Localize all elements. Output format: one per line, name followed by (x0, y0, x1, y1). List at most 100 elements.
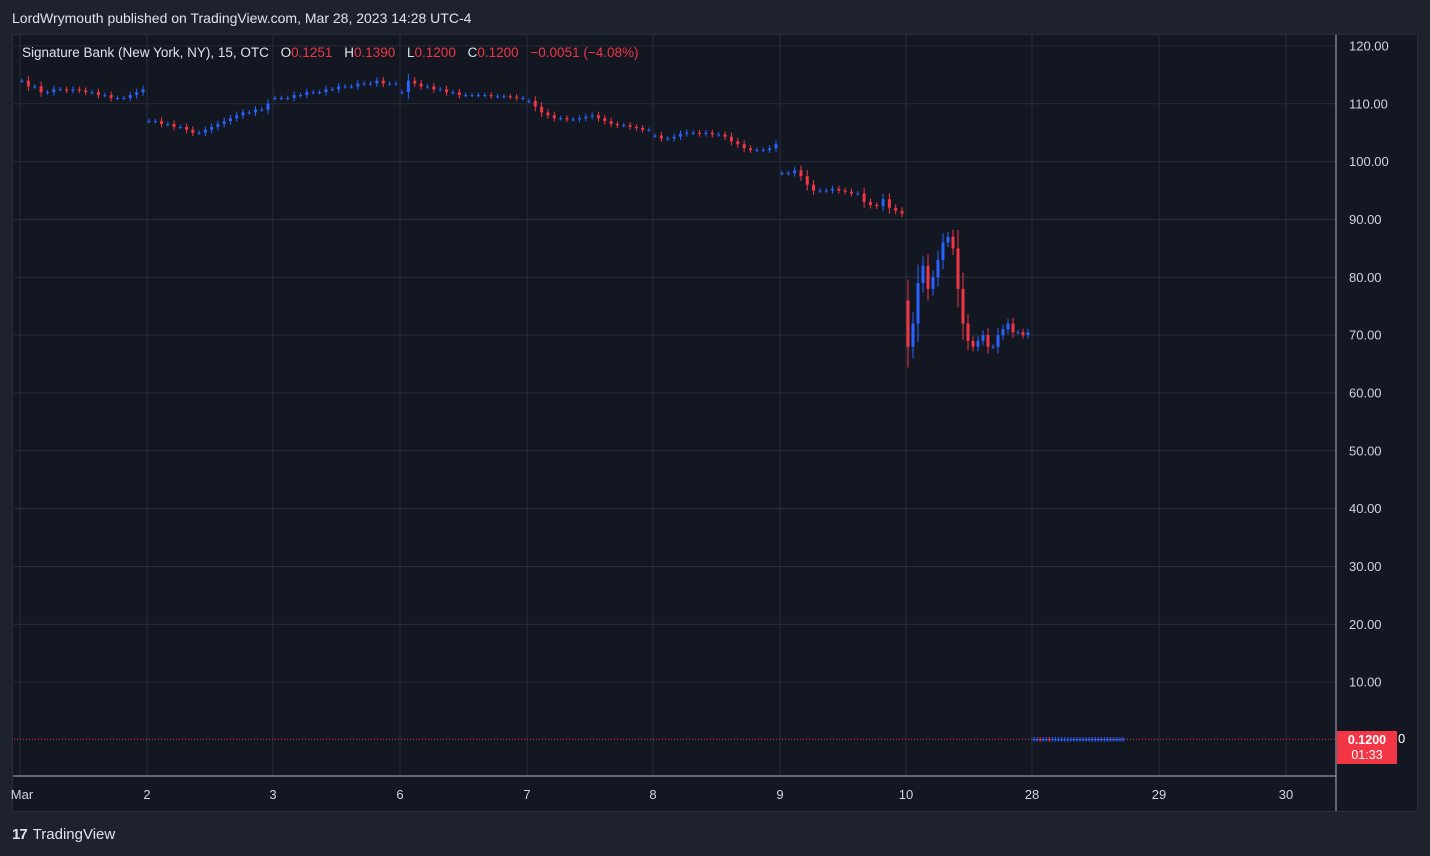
last-price-tag: 0.1200 01:33 (1337, 731, 1397, 764)
candle-body (565, 118, 569, 120)
candle-body (71, 89, 75, 91)
candle-body (279, 97, 283, 99)
candle-body (956, 248, 960, 289)
candle-body (856, 193, 860, 195)
candle-body (178, 126, 182, 128)
candle-body (622, 125, 626, 127)
candle-body (793, 170, 797, 174)
y-tick-label: 110.00 (1349, 96, 1388, 111)
candle-body (729, 136, 733, 142)
candle-body (457, 92, 461, 96)
high-label: H (344, 45, 354, 60)
candle-body (971, 340, 975, 347)
candle-body (109, 95, 113, 98)
price-tag-suffix: 0 (1398, 731, 1406, 746)
candle-body (941, 242, 945, 260)
candle-body (533, 100, 537, 107)
candle-body (116, 97, 120, 99)
candle-body (603, 118, 607, 122)
candle-body (615, 124, 619, 126)
candle-body (710, 132, 714, 135)
candle-body (647, 129, 651, 131)
candle-body (991, 346, 995, 348)
x-tick-label: 28 (1025, 787, 1039, 802)
candle-body (717, 134, 721, 136)
candle-body (160, 121, 164, 125)
candle-body (559, 118, 563, 120)
candle-body (1035, 739, 1039, 741)
candle-body (1066, 739, 1070, 741)
candle-body (1060, 739, 1064, 741)
candle-body (266, 103, 270, 110)
candle-body (628, 125, 632, 127)
x-tick-label: 3 (269, 787, 276, 802)
symbol-title[interactable]: Signature Bank (New York, NY), 15, OTC (22, 45, 269, 60)
candle-body (976, 340, 980, 347)
candle-body (1090, 739, 1094, 741)
candle-body (241, 112, 245, 116)
candle-body (438, 89, 442, 91)
candle-body (400, 92, 404, 94)
candle-body (273, 97, 277, 99)
y-tick-label: 60.00 (1349, 385, 1382, 400)
candle-body (253, 109, 257, 113)
brand-name: TradingView (32, 826, 116, 843)
x-tick-label: Mar (11, 787, 34, 802)
candle-body (1016, 332, 1020, 334)
candle-body (1103, 739, 1107, 741)
open-label: O (280, 45, 292, 60)
candle-body (698, 132, 702, 134)
y-tick-label: 50.00 (1349, 443, 1382, 458)
candle-body (799, 170, 803, 177)
footer-brand[interactable]: 17 TradingView (12, 826, 115, 843)
y-tick-label: 20.00 (1349, 617, 1382, 632)
candle-body (216, 124, 220, 127)
candle-body (749, 148, 753, 151)
candle-body (931, 277, 935, 289)
candle-body (20, 80, 24, 82)
y-tick-label: 90.00 (1349, 212, 1382, 227)
tradingview-logo-icon: 17 (12, 826, 28, 843)
y-tick-label: 70.00 (1349, 328, 1382, 343)
y-tick-label: 80.00 (1349, 270, 1382, 285)
candle-body (761, 150, 765, 152)
candle-body (521, 97, 525, 99)
candle-body (768, 148, 772, 151)
candle-body (906, 300, 910, 347)
candle-body (946, 236, 950, 243)
bar-countdown: 01:33 (1351, 748, 1383, 762)
candle-body (52, 89, 56, 93)
candle-body (141, 89, 145, 93)
candle-body (247, 112, 251, 114)
candle-body (65, 89, 69, 91)
candle-body (986, 335, 990, 347)
candle-body (1044, 739, 1048, 741)
candle-body (1081, 739, 1085, 741)
candle-body (578, 118, 582, 120)
y-tick-label: 10.00 (1349, 675, 1382, 690)
candle-body (818, 190, 822, 192)
x-tick-label: 9 (776, 787, 783, 802)
candle-body (413, 80, 417, 84)
candle-body (197, 132, 201, 134)
last-price-value: 0.1200 (1347, 733, 1387, 747)
candle-body (966, 323, 970, 341)
candle-body (476, 95, 480, 97)
x-tick-label: 30 (1279, 787, 1293, 802)
candle-body (1075, 739, 1079, 741)
candle-body (356, 83, 360, 87)
candle-body (58, 89, 62, 91)
candle-body (1109, 739, 1113, 741)
candle-body (812, 184, 816, 191)
candle-body (685, 132, 689, 134)
candle-body (1087, 739, 1091, 741)
low-label: L (407, 45, 415, 60)
close-value: 0.1200 (477, 45, 519, 60)
candle-body (362, 83, 366, 85)
candle-body (128, 95, 132, 98)
candle-body (546, 112, 550, 116)
candle-body (337, 86, 341, 90)
candle-body (203, 129, 207, 133)
candle-body (343, 86, 347, 88)
